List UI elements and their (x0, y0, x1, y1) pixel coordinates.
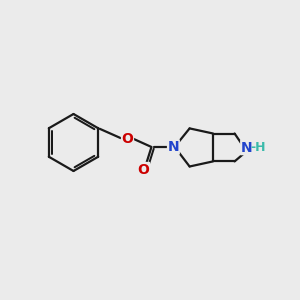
Text: -H: -H (250, 141, 266, 154)
Text: N: N (168, 140, 179, 154)
Text: N: N (241, 141, 252, 154)
Text: O: O (122, 132, 134, 145)
Text: O: O (137, 163, 149, 176)
